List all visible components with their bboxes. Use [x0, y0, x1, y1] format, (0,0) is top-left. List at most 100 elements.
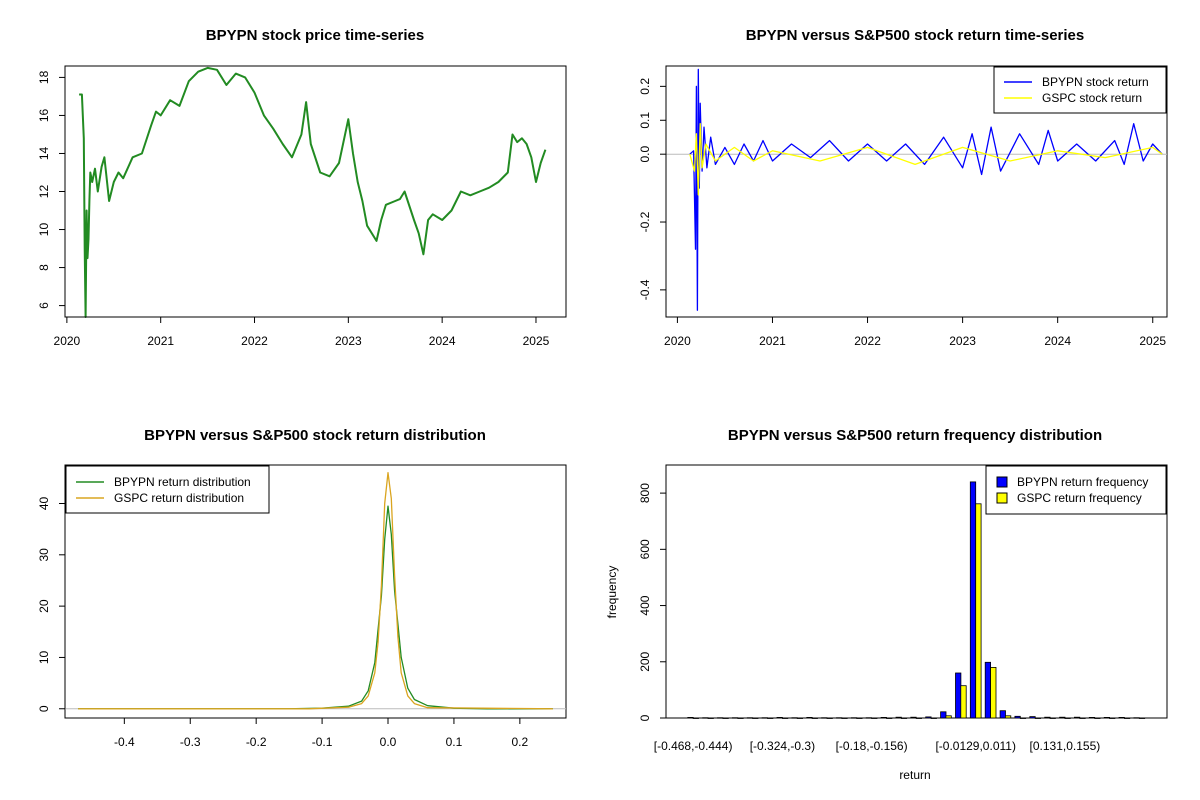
x-tick-label: 0.2: [512, 735, 529, 749]
bpypn-density-line: [78, 505, 553, 710]
y-tick-label: 0: [37, 705, 51, 712]
bpypn-frequency-bar: [1044, 716, 1051, 719]
y-axis-label: frequency: [605, 566, 619, 619]
x-tick-label: [-0.324,-0.3): [750, 739, 815, 753]
x-tick-label: 0.0: [380, 735, 397, 749]
chart-title: BPYPN stock price time-series: [206, 27, 424, 44]
legend-label-bpypn: BPYPN return frequency: [1017, 475, 1148, 489]
x-tick-label: -0.2: [246, 735, 267, 749]
gspc-frequency-bar: [782, 717, 789, 719]
y-tick-label: 0: [638, 714, 652, 721]
gspc-frequency-bar: [886, 717, 893, 719]
y-tick-label: -0.4: [638, 279, 652, 300]
bpypn-frequency-bar: [836, 717, 843, 719]
bpypn-frequency-bar: [1103, 717, 1110, 719]
y-tick-label: 0.0: [638, 146, 652, 163]
y-tick-label: 0.1: [638, 112, 652, 129]
y-tick-label: 16: [37, 108, 51, 122]
x-tick-label: 2024: [429, 334, 456, 348]
x-axis-label: return: [899, 768, 930, 782]
chart-title: BPYPN versus S&P500 return frequency dis…: [728, 427, 1102, 444]
x-axis: 2020 2021 2022 2023 2024 2025: [664, 316, 1166, 348]
gspc-frequency-bar: [767, 717, 774, 719]
legend-swatch-bpypn: [996, 476, 1008, 488]
x-axis: -0.4 -0.3 -0.2 -0.1 0.0 0.1 0.2: [114, 717, 529, 749]
gspc-frequency-bar: [1019, 717, 1027, 719]
gspc-frequency-bar: [1005, 715, 1012, 719]
bpypn-frequency-bar: [969, 481, 977, 719]
gspc-frequency-bar: [722, 717, 729, 719]
y-tick-label: 10: [37, 650, 51, 664]
x-tick-label: 2023: [335, 334, 362, 348]
x-tick-label: [0.131,0.155): [1030, 739, 1101, 753]
gspc-frequency-bar: [975, 503, 982, 719]
return-density-panel: BPYPN versus S&P500 stock return distrib…: [37, 427, 567, 749]
chart-title: BPYPN versus S&P500 stock return distrib…: [144, 427, 486, 444]
gspc-frequency-bar: [1124, 717, 1131, 719]
legend-box: [993, 66, 1167, 114]
gspc-density-line: [78, 472, 553, 710]
bpypn-frequency-bar: [791, 717, 798, 719]
bpypn-frequency-bar: [1118, 717, 1125, 719]
x-tick-label: -0.4: [114, 735, 135, 749]
y-tick-label: 30: [37, 548, 51, 562]
x-tick-label: 2024: [1044, 334, 1071, 348]
x-tick-label: [-0.18,-0.156): [836, 739, 908, 753]
y-tick-label: -0.2: [638, 211, 652, 232]
gspc-frequency-bar: [1049, 717, 1056, 719]
y-tick-label: 400: [638, 595, 652, 615]
gspc-frequency-bar: [692, 717, 699, 719]
bpypn-frequency-bar: [865, 717, 873, 719]
gspc-frequency-bar: [856, 717, 863, 719]
bpypn-frequency-bar: [761, 717, 768, 719]
y-tick-label: 8: [37, 264, 51, 271]
gspc-frequency-bar: [1094, 717, 1101, 719]
x-tick-label: 2025: [1139, 334, 1166, 348]
gspc-frequency-bar: [900, 717, 908, 719]
legend-label-bpypn: BPYPN return distribution: [114, 475, 251, 489]
bpypn-frequency-bar: [702, 717, 709, 719]
x-tick-label: -0.3: [180, 735, 201, 749]
y-tick-label: 18: [37, 70, 51, 84]
gspc-frequency-bar: [752, 717, 759, 719]
bpypn-frequency-bar: [821, 717, 828, 719]
legend-label-gspc: GSPC return frequency: [1017, 491, 1142, 505]
return-frequency-panel: BPYPN versus S&P500 return frequency dis…: [605, 427, 1168, 782]
gspc-frequency-bar: [1034, 717, 1041, 719]
x-axis: [-0.468,-0.444) [-0.324,-0.3) [-0.18,-0.15…: [654, 739, 1101, 753]
price-line-group: [79, 66, 547, 318]
bpypn-frequency-bar: [851, 717, 858, 719]
bpypn-frequency-bar: [880, 717, 887, 719]
legend-label-gspc: GSPC stock return: [1042, 91, 1142, 105]
frequency-bars-group: [687, 481, 1146, 719]
density-lines-group: [65, 472, 566, 710]
gspc-frequency-bar: [796, 717, 804, 719]
gspc-frequency-bar: [930, 717, 937, 719]
gspc-frequency-bar: [915, 717, 923, 719]
bpypn-frequency-bar: [895, 716, 902, 719]
price-series-line: [79, 66, 547, 318]
legend-box: [985, 465, 1167, 515]
x-tick-label: 2022: [854, 334, 881, 348]
x-tick-label: -0.1: [312, 735, 333, 749]
x-tick-label: 2020: [54, 334, 81, 348]
legend: BPYPN return frequency GSPC return frequ…: [985, 465, 1167, 515]
bpypn-frequency-bar: [1133, 717, 1140, 719]
legend-label-gspc: GSPC return distribution: [114, 491, 244, 505]
legend-swatch-gspc: [996, 492, 1008, 504]
y-axis: 0 200 400 600 800: [638, 483, 667, 721]
bpypn-frequency-bar: [806, 717, 813, 719]
x-tick-label: 2021: [759, 334, 786, 348]
bpypn-frequency-bar: [984, 661, 992, 719]
chart-title: BPYPN versus S&P500 stock return time-se…: [746, 27, 1085, 44]
return-lines-group: [666, 68, 1167, 311]
bpypn-frequency-bar: [910, 716, 917, 719]
x-tick-label: [-0.468,-0.444): [654, 739, 733, 753]
return-timeseries-panel: BPYPN versus S&P500 stock return time-se…: [638, 27, 1168, 348]
bpypn-frequency-bar: [999, 710, 1006, 719]
bpypn-frequency-bar: [925, 716, 932, 719]
legend: BPYPN stock return GSPC stock return: [993, 66, 1167, 114]
y-tick-label: 12: [37, 185, 51, 199]
